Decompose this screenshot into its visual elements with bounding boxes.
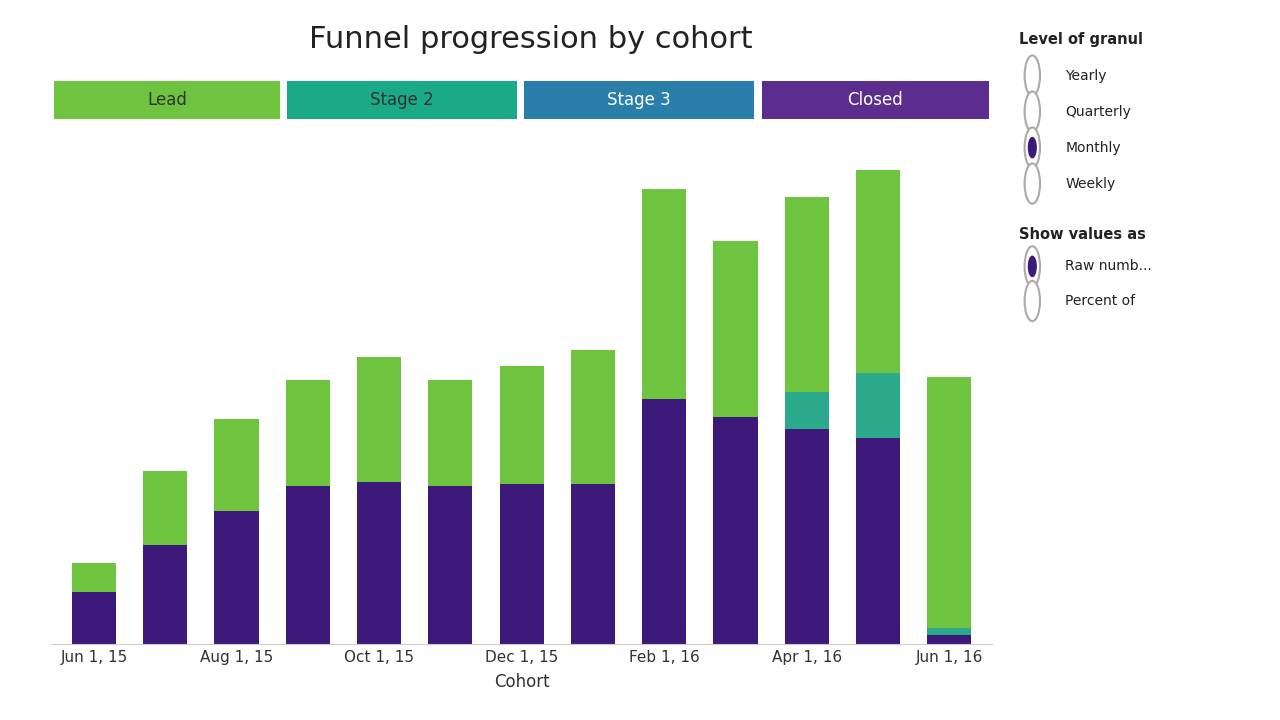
Circle shape xyxy=(1024,281,1041,321)
Bar xyxy=(571,484,614,644)
Circle shape xyxy=(1028,138,1037,158)
Bar xyxy=(927,628,972,635)
FancyBboxPatch shape xyxy=(525,81,754,120)
Circle shape xyxy=(1024,55,1041,96)
Bar xyxy=(499,366,544,484)
Bar xyxy=(785,429,828,644)
Circle shape xyxy=(1028,256,1037,276)
Bar xyxy=(357,357,401,482)
Text: Closed: Closed xyxy=(847,91,904,109)
Bar xyxy=(856,438,900,644)
Bar xyxy=(143,545,187,644)
Text: Level of granul: Level of granul xyxy=(1019,32,1143,48)
Bar xyxy=(713,417,758,644)
Text: Funnel progression by cohort: Funnel progression by cohort xyxy=(310,25,753,54)
Bar xyxy=(357,482,401,644)
Text: Weekly: Weekly xyxy=(1065,176,1116,191)
Bar xyxy=(856,170,900,374)
Bar xyxy=(285,486,330,644)
FancyBboxPatch shape xyxy=(54,81,280,120)
Bar xyxy=(856,374,900,438)
Circle shape xyxy=(1024,127,1041,168)
Text: Percent of: Percent of xyxy=(1065,294,1135,308)
Text: Yearly: Yearly xyxy=(1065,68,1107,83)
Text: Show values as: Show values as xyxy=(1019,227,1146,242)
Bar xyxy=(713,240,758,417)
Bar xyxy=(429,486,472,644)
Bar xyxy=(215,510,259,644)
FancyBboxPatch shape xyxy=(287,81,517,120)
Bar xyxy=(72,592,116,644)
Bar xyxy=(143,471,187,545)
Bar xyxy=(499,484,544,644)
Bar xyxy=(215,418,259,510)
FancyBboxPatch shape xyxy=(762,81,989,120)
Text: Stage 3: Stage 3 xyxy=(607,91,671,109)
Text: Stage 2: Stage 2 xyxy=(370,91,434,109)
Text: Quarterly: Quarterly xyxy=(1065,104,1132,119)
Text: Monthly: Monthly xyxy=(1065,140,1121,155)
Bar xyxy=(927,635,972,644)
Circle shape xyxy=(1024,91,1041,132)
Bar xyxy=(643,189,686,399)
Bar xyxy=(927,377,972,628)
Bar xyxy=(571,350,614,484)
Text: Raw numb...: Raw numb... xyxy=(1065,259,1152,274)
Bar xyxy=(785,392,828,429)
Circle shape xyxy=(1024,163,1041,204)
Bar xyxy=(429,379,472,486)
Circle shape xyxy=(1024,246,1041,287)
Bar xyxy=(643,399,686,644)
X-axis label: Cohort: Cohort xyxy=(494,673,549,691)
Bar xyxy=(72,563,116,592)
Text: Lead: Lead xyxy=(147,91,187,109)
Bar xyxy=(785,197,828,392)
Bar xyxy=(285,379,330,486)
